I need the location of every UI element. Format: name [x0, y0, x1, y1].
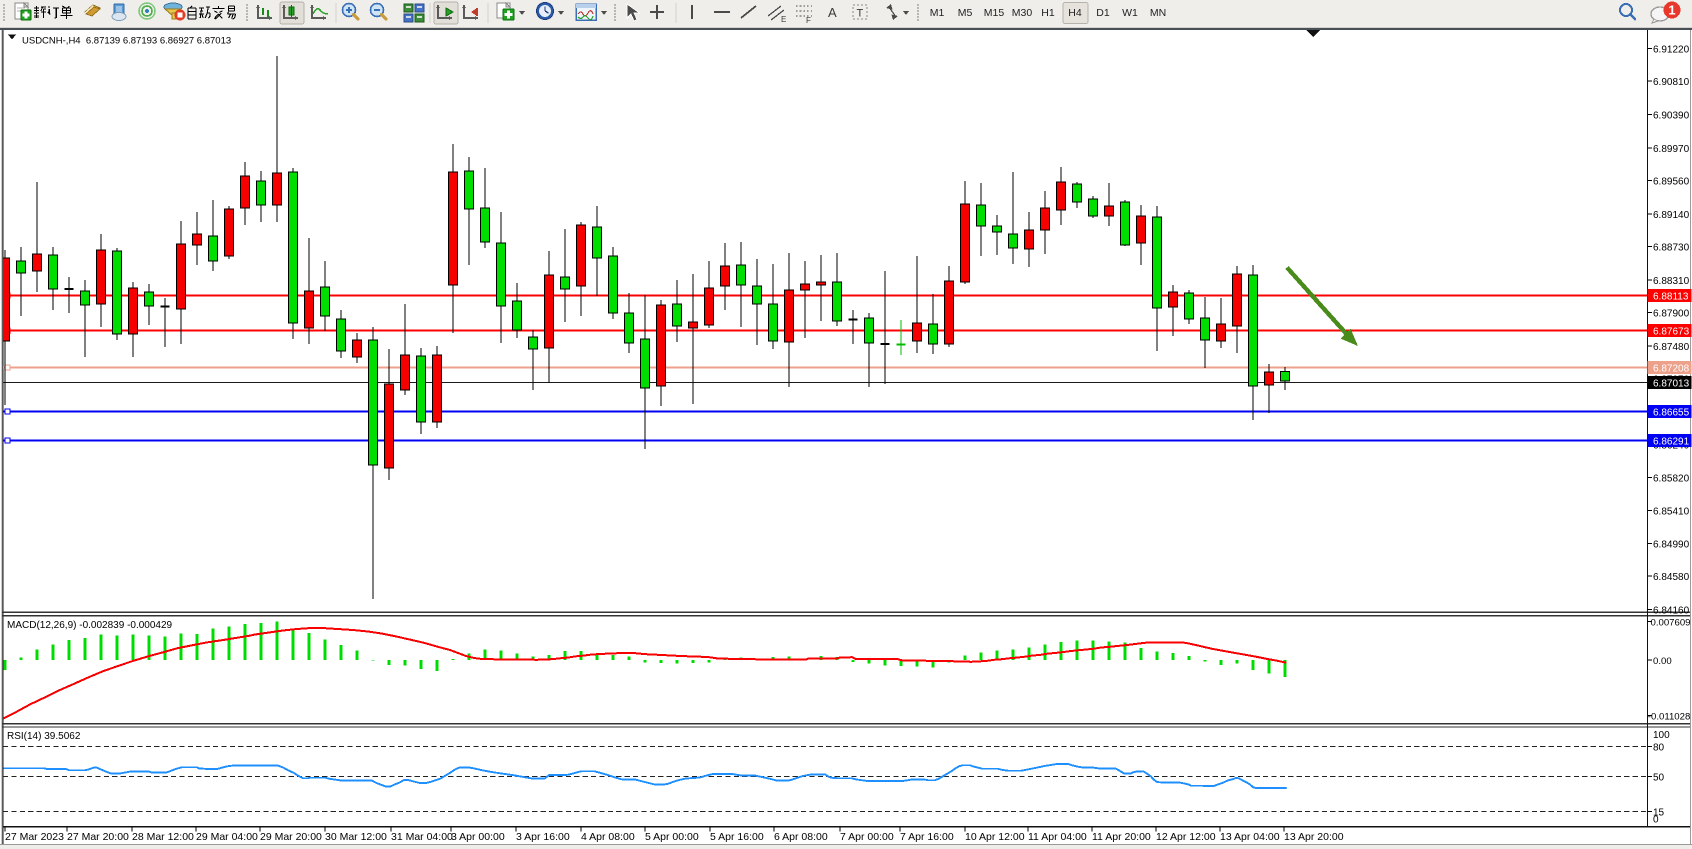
svg-text:6.87673: 6.87673: [1653, 327, 1690, 338]
svg-text:0.00: 0.00: [1653, 656, 1672, 667]
svg-text:13 Apr 20:00: 13 Apr 20:00: [1284, 831, 1344, 843]
svg-text:F: F: [806, 16, 811, 25]
svg-text:0.007609: 0.007609: [1651, 618, 1691, 629]
svg-text:3 Apr 00:00: 3 Apr 00:00: [451, 831, 505, 843]
svg-text:6.90810: 6.90810: [1653, 77, 1690, 88]
svg-text:6.85820: 6.85820: [1653, 474, 1690, 485]
svg-text:6.84160: 6.84160: [1653, 606, 1690, 617]
svg-text:29 Mar 20:00: 29 Mar 20:00: [260, 831, 322, 843]
svg-text:6.86655: 6.86655: [1653, 408, 1690, 419]
svg-text:D1: D1: [1096, 7, 1110, 19]
svg-text:E: E: [781, 15, 786, 24]
svg-text:M15: M15: [984, 7, 1005, 19]
svg-text:11 Apr 20:00: 11 Apr 20:00: [1092, 831, 1151, 843]
svg-text:RSI(14) 39.5062: RSI(14) 39.5062: [7, 731, 81, 742]
svg-text:6.91220: 6.91220: [1653, 45, 1690, 56]
svg-text:29 Mar 04:00: 29 Mar 04:00: [196, 831, 258, 843]
svg-text:7 Apr 00:00: 7 Apr 00:00: [840, 831, 894, 843]
svg-text:6.87208: 6.87208: [1653, 363, 1690, 374]
svg-text:13 Apr 04:00: 13 Apr 04:00: [1220, 831, 1280, 843]
svg-text:28 Mar 12:00: 28 Mar 12:00: [132, 831, 194, 843]
svg-text:10 Apr 12:00: 10 Apr 12:00: [965, 831, 1025, 843]
svg-text:6.85410: 6.85410: [1653, 506, 1690, 517]
svg-text:80: 80: [1653, 743, 1665, 754]
svg-text:6.87900: 6.87900: [1653, 308, 1690, 319]
svg-text:H4: H4: [1068, 7, 1082, 19]
svg-text:6.84580: 6.84580: [1653, 572, 1690, 583]
svg-text:6.86291: 6.86291: [1653, 437, 1690, 448]
svg-text:5 Apr 16:00: 5 Apr 16:00: [710, 831, 764, 843]
svg-text:W1: W1: [1122, 7, 1138, 19]
svg-text:6.87013: 6.87013: [1653, 379, 1690, 390]
svg-text:-0.011028: -0.011028: [1648, 712, 1691, 723]
svg-text:4 Apr 08:00: 4 Apr 08:00: [581, 831, 635, 843]
svg-text:100: 100: [1653, 730, 1670, 741]
svg-text:M5: M5: [958, 7, 973, 19]
svg-text:A: A: [828, 5, 837, 20]
svg-text:6 Apr 08:00: 6 Apr 08:00: [774, 831, 828, 843]
svg-text:MACD(12,26,9) -0.002839 -0.000: MACD(12,26,9) -0.002839 -0.000429: [7, 620, 173, 631]
svg-text:31 Mar 04:00: 31 Mar 04:00: [391, 831, 453, 843]
svg-text:12 Apr 12:00: 12 Apr 12:00: [1156, 831, 1216, 843]
svg-text:M30: M30: [1012, 7, 1033, 19]
svg-text:6.84990: 6.84990: [1653, 540, 1690, 551]
svg-text:50: 50: [1653, 773, 1665, 784]
svg-text:7 Apr 16:00: 7 Apr 16:00: [900, 831, 954, 843]
svg-text:30 Mar 12:00: 30 Mar 12:00: [325, 831, 387, 843]
svg-text:0: 0: [1653, 815, 1659, 826]
svg-text:MN: MN: [1150, 7, 1166, 19]
svg-text:5 Apr 00:00: 5 Apr 00:00: [645, 831, 699, 843]
svg-text:6.89560: 6.89560: [1653, 177, 1690, 188]
svg-text:USDCNH-,H4 6.87139 6.87193 6.: USDCNH-,H4 6.87139 6.87193 6.86927 6.870…: [22, 36, 231, 47]
svg-text:15: 15: [1653, 808, 1665, 819]
svg-text:27 Mar 2023: 27 Mar 2023: [5, 831, 64, 843]
svg-text:11 Apr 04:00: 11 Apr 04:00: [1028, 831, 1087, 843]
svg-text:6.89140: 6.89140: [1653, 210, 1690, 221]
svg-text:6.88113: 6.88113: [1653, 292, 1689, 303]
svg-text:M1: M1: [930, 7, 945, 19]
svg-text:6.87480: 6.87480: [1653, 342, 1690, 353]
svg-text:6.89970: 6.89970: [1653, 144, 1690, 155]
svg-text:H1: H1: [1041, 7, 1055, 19]
svg-text:6.90390: 6.90390: [1653, 111, 1690, 122]
svg-text:3 Apr 16:00: 3 Apr 16:00: [516, 831, 570, 843]
svg-text:27 Mar 20:00: 27 Mar 20:00: [67, 831, 129, 843]
svg-text:6.88730: 6.88730: [1653, 243, 1690, 254]
svg-text:1: 1: [1668, 3, 1675, 18]
svg-text:6.88310: 6.88310: [1653, 276, 1690, 287]
svg-text:T: T: [857, 8, 864, 20]
